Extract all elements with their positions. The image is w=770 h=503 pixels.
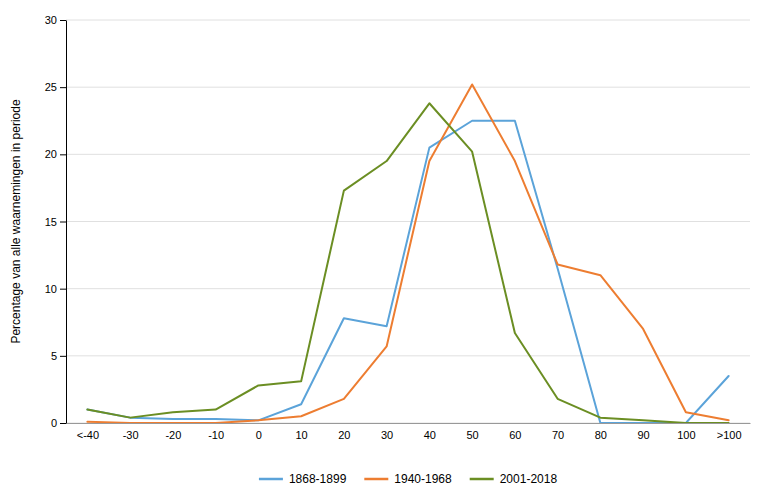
axis-line xyxy=(66,21,67,424)
tick-mark xyxy=(60,423,66,424)
legend: 1868-1899 1940-1968 2001-2018 xyxy=(259,472,557,486)
grid-line xyxy=(66,154,750,155)
y-axis: 0 5 10 15 20 25 30 xyxy=(45,14,67,429)
tick-label: 0 xyxy=(256,429,262,441)
tick-label: <-40 xyxy=(77,429,99,441)
grid-line xyxy=(66,221,750,222)
plot-area xyxy=(87,84,728,423)
tick: 25 xyxy=(45,81,66,93)
tick: -20 xyxy=(165,423,181,441)
tick-label: 50 xyxy=(467,429,479,441)
axis-line xyxy=(67,423,751,424)
tick-label: 60 xyxy=(509,429,521,441)
tick-label: 70 xyxy=(552,429,564,441)
tick: 90 xyxy=(638,423,650,441)
grid xyxy=(66,20,750,423)
tick: 20 xyxy=(338,423,350,441)
tick: 70 xyxy=(552,423,564,441)
tick: 0 xyxy=(256,423,262,441)
tick-label: 80 xyxy=(595,429,607,441)
legend-item: 1868-1899 xyxy=(259,472,347,486)
tick: 100 xyxy=(677,423,695,441)
tick-label: 5 xyxy=(51,350,57,362)
legend-swatch xyxy=(259,478,283,481)
legend-item: 2001-2018 xyxy=(470,472,558,486)
tick-label: 90 xyxy=(638,429,650,441)
grid-line xyxy=(66,355,750,356)
tick-label: 40 xyxy=(424,429,436,441)
tick: 80 xyxy=(595,423,607,441)
y-axis-title: Percentage van alle waarnemingen in peri… xyxy=(9,99,23,343)
tick: 5 xyxy=(51,350,66,362)
tick: 15 xyxy=(45,216,66,228)
chart: <-40-30-20-100102030405060708090100>1000… xyxy=(0,0,770,503)
tick-mark xyxy=(60,87,66,88)
tick: 60 xyxy=(509,423,521,441)
legend-label: 1868-1899 xyxy=(289,472,347,486)
tick: >100 xyxy=(717,423,742,441)
legend-item: 1940-1968 xyxy=(364,472,452,486)
tick: 30 xyxy=(45,14,66,26)
x-axis: <-40 -30 -20 -10 0 10 20 30 40 50 60 70 80 90 100 >100 xyxy=(67,423,751,441)
tick-label: -30 xyxy=(123,429,139,441)
legend-swatch xyxy=(364,478,388,481)
tick-mark xyxy=(60,222,66,223)
tick-label: 0 xyxy=(51,417,57,429)
tick-mark xyxy=(60,154,66,155)
legend-label: 1940-1968 xyxy=(394,472,452,486)
tick-label: 10 xyxy=(45,283,57,295)
grid-line xyxy=(66,20,750,21)
tick-label: 10 xyxy=(296,429,308,441)
tick-label: -10 xyxy=(208,429,224,441)
tick: <-40 xyxy=(77,423,99,441)
tick-label: 20 xyxy=(45,148,57,160)
legend-label: 2001-2018 xyxy=(500,472,558,486)
tick: 0 xyxy=(51,417,66,429)
tick-label: 30 xyxy=(381,429,393,441)
tick: 20 xyxy=(45,148,66,160)
tick-mark xyxy=(60,356,66,357)
tick-label: 100 xyxy=(677,429,695,441)
tick: -10 xyxy=(208,423,224,441)
tick: 30 xyxy=(381,423,393,441)
grid-line xyxy=(66,288,750,289)
tick-label: -20 xyxy=(165,429,181,441)
tick-mark xyxy=(60,20,66,21)
tick-label: 15 xyxy=(45,216,57,228)
series-line xyxy=(87,121,728,423)
series-line xyxy=(87,103,728,423)
series-line xyxy=(87,84,728,423)
tick-label: 25 xyxy=(45,81,57,93)
legend-swatch xyxy=(470,478,494,481)
tick-label: 20 xyxy=(338,429,350,441)
grid-line xyxy=(66,87,750,88)
tick: 40 xyxy=(424,423,436,441)
tick-label: 30 xyxy=(45,14,57,26)
tick: 50 xyxy=(467,423,479,441)
tick-label: >100 xyxy=(717,429,742,441)
tick: -30 xyxy=(123,423,139,441)
tick: 10 xyxy=(296,423,308,441)
tick: 10 xyxy=(45,283,66,295)
tick-mark xyxy=(60,289,66,290)
